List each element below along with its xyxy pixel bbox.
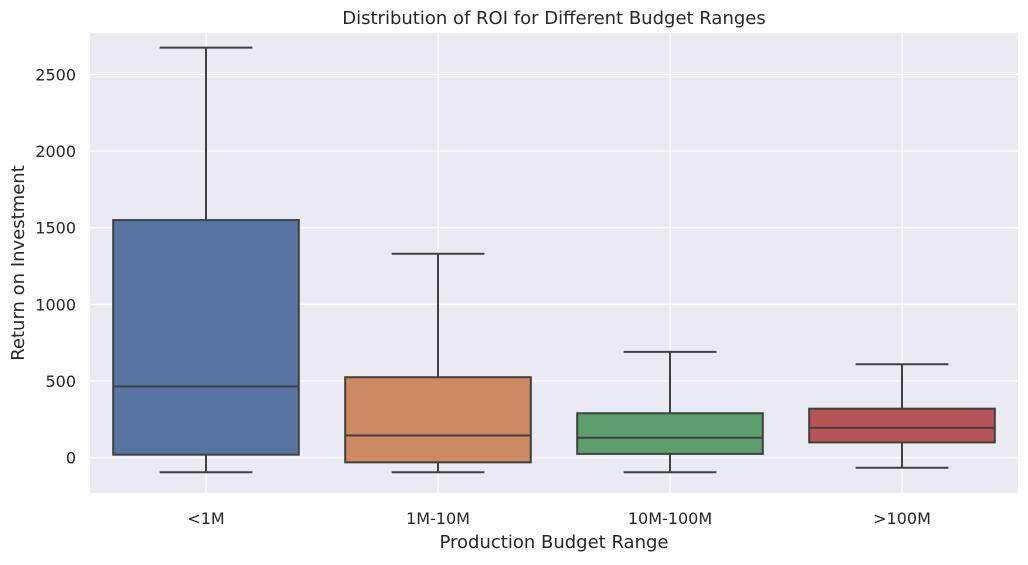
y-tick-labels: 0 500 1000 1500 2000 2500 — [35, 65, 76, 467]
box-iqr — [112, 219, 300, 456]
x-tick-label: >100M — [873, 509, 931, 528]
y-tick-label: 0 — [66, 449, 76, 468]
x-tick-label: 1M-10M — [406, 509, 470, 528]
y-axis-title: Return on Investment — [8, 165, 29, 361]
box-group — [808, 363, 996, 469]
chart-title: Distribution of ROI for Different Budget… — [342, 8, 765, 29]
y-tick-label: 2500 — [35, 65, 76, 84]
y-tick-label: 500 — [45, 372, 76, 391]
box-group — [344, 252, 532, 474]
y-tick-label: 1000 — [35, 295, 76, 314]
x-axis-title: Production Budget Range — [440, 532, 669, 553]
box-group — [112, 46, 300, 474]
box-iqr — [344, 376, 532, 464]
y-tick-label: 2000 — [35, 142, 76, 161]
box-iqr — [808, 407, 996, 444]
y-tick-label: 1500 — [35, 219, 76, 238]
boxes — [112, 46, 996, 474]
x-tick-label: 10M-100M — [628, 509, 712, 528]
box-group — [576, 350, 764, 474]
box-iqr — [576, 412, 764, 455]
x-tick-labels: <1M 1M-10M 10M-100M >100M — [187, 509, 931, 528]
x-tick-label: <1M — [187, 509, 224, 528]
